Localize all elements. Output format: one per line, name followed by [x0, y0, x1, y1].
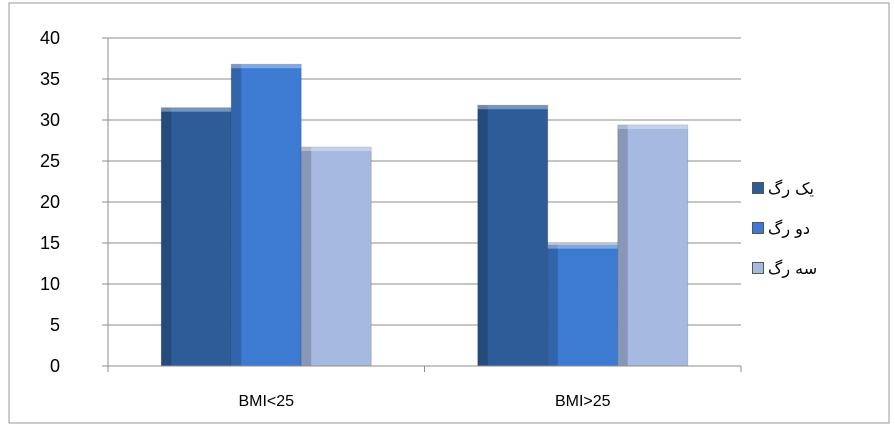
- bar-shade: [547, 244, 558, 366]
- x-category-label: BMI>25: [555, 393, 611, 410]
- bar-cap: [301, 147, 372, 152]
- y-tick-label: 25: [40, 151, 60, 171]
- y-tick-label: 35: [40, 69, 60, 89]
- legend-swatch-series-2: [752, 222, 764, 234]
- y-tick-label: 10: [40, 274, 60, 294]
- legend-label-series-2: دو رگ: [768, 218, 810, 238]
- axes: [107, 38, 742, 372]
- y-tick-label: 5: [50, 315, 60, 335]
- bar-cap: [477, 105, 548, 110]
- legend-item-series-3: سه رگ: [752, 248, 882, 288]
- x-category-label: BMI<25: [238, 393, 294, 410]
- bar-2-2: [547, 244, 619, 367]
- bar-3-2: [617, 124, 689, 367]
- bar-shade: [161, 107, 172, 366]
- y-tick-label: 30: [40, 110, 60, 130]
- legend-item-series-2: دو رگ: [752, 208, 882, 248]
- bar-shade: [301, 147, 312, 366]
- bar-shade: [477, 105, 488, 367]
- legend: یک رگ دو رگ سه رگ: [752, 168, 882, 288]
- legend-swatch-series-3: [752, 262, 764, 274]
- y-tick-label: 40: [40, 28, 60, 48]
- y-tick-label: 20: [40, 192, 60, 212]
- axis-labels: 0 5 10 15 20 25 30 35 40 BMI<25 BMI>25: [40, 28, 611, 410]
- bar-1-2: [477, 104, 549, 367]
- bars: [160, 63, 689, 367]
- bar-cap: [547, 244, 618, 249]
- y-tick-label: 15: [40, 233, 60, 253]
- bar-cap: [617, 124, 688, 129]
- bar-shade: [231, 64, 242, 367]
- legend-item-series-1: یک رگ: [752, 168, 882, 208]
- legend-swatch-series-1: [752, 182, 764, 194]
- bar-3-1: [300, 146, 372, 367]
- bar-cap: [231, 64, 302, 69]
- legend-label-series-3: سه رگ: [768, 258, 818, 278]
- bar-shade: [617, 124, 628, 366]
- chart-border: [8, 2, 890, 424]
- legend-label-series-1: یک رگ: [768, 178, 814, 198]
- bar-1-1: [160, 107, 232, 367]
- y-tick-label: 0: [50, 356, 60, 376]
- bar-2-1: [230, 63, 302, 367]
- bar-cap: [161, 107, 232, 112]
